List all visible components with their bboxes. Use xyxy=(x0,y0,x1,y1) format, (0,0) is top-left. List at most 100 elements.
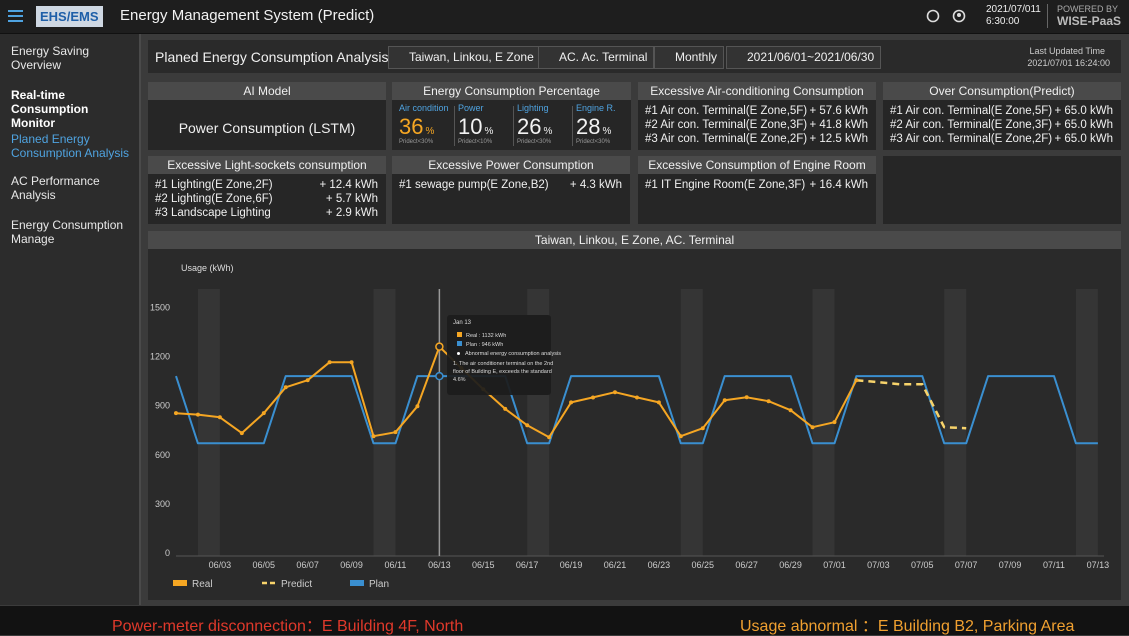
list-card: Excessive Consumption of Engine Room #1 I… xyxy=(638,156,876,224)
tooltip-detail: 1. The air conditioner terminal on the 2… xyxy=(453,361,554,367)
percentage-value-group: 26% xyxy=(517,114,552,140)
footer: Power-meter disconnection：E Building 4F,… xyxy=(0,606,1129,635)
row-value: + 4.3 kWh xyxy=(569,179,622,191)
percentage-name: Lighting xyxy=(517,103,549,113)
divider xyxy=(454,106,455,146)
percentage-name: Air condition xyxy=(399,103,449,113)
percentage-name: Engine R. xyxy=(576,103,616,113)
tooltip-alert-text: Abnormal energy consumption analysis xyxy=(465,351,561,357)
card-title: Excessive Consumption of Engine Room xyxy=(638,156,876,174)
chart-title: Taiwan, Linkou, E Zone, AC. Terminal xyxy=(148,231,1121,249)
tooltip-alert: Abnormal energy consumption analysis xyxy=(457,351,561,357)
list-card: Excessive Power Consumption #1 sewage pum… xyxy=(392,156,630,224)
percentage-note: Pridect<10% xyxy=(458,139,493,145)
bullet xyxy=(457,352,460,355)
row-value: + 5.7 kWh xyxy=(325,193,378,205)
tooltip-detail: floor of Building E, exceeds the standar… xyxy=(453,369,552,375)
ai-model: Power Consumption (LSTM) xyxy=(178,120,356,136)
menu-button[interactable] xyxy=(8,9,24,23)
swatch xyxy=(457,341,462,346)
row-label: #3 Air con. Terminal(E Zone,2F) xyxy=(890,133,1053,145)
row-value: + 12.5 kWh xyxy=(809,133,869,145)
updated-label: Last Updated Time xyxy=(1029,46,1105,56)
menu-item[interactable]: Real-time Consumption Monitor xyxy=(11,88,89,130)
row-label: #1 Lighting(E Zone,2F) xyxy=(155,179,273,191)
header: EHS/EMS Energy Management System (Predic… xyxy=(0,0,1129,34)
toolbar: Planed Energy Consumption Analysis Taiwa… xyxy=(148,40,1121,73)
menu-item[interactable]: AC Performance Analysis xyxy=(11,174,100,202)
menu-item[interactable]: Energy Saving Overview xyxy=(11,44,90,72)
percentage-card: Energy Consumption Percentage Air condit… xyxy=(392,82,631,150)
row-label: #1 sewage pump(E Zone,B2) xyxy=(399,179,549,191)
row-value: + 41.8 kWh xyxy=(809,119,869,131)
row-value: + 2.9 kWh xyxy=(325,207,378,219)
date: 2021/07/011 xyxy=(986,4,1041,15)
row-label: #2 Air con. Terminal(E Zone,3F) xyxy=(645,119,808,131)
logo: EHS/EMS xyxy=(36,6,103,27)
row-value: + 12.4 kWh xyxy=(319,179,379,191)
percentage-value: 36 xyxy=(399,114,424,139)
percentage-unit: % xyxy=(602,126,612,137)
brand: WISE-PaaS xyxy=(1057,14,1122,28)
chart-panel: Taiwan, Linkou, E Zone, AC. Terminal xyxy=(148,231,1121,600)
percentage-value: 10 xyxy=(458,114,483,139)
updated-time: 2021/07/01 16:24:00 xyxy=(1027,58,1110,68)
list-card: Over Consumption(Predict) #1 Air con. Ter… xyxy=(883,82,1121,150)
list-card: Excessive Air-conditioning Consumption #1… xyxy=(638,82,876,150)
row-label: #1 Air con. Terminal(E Zone,5F) xyxy=(890,105,1053,117)
menu-item[interactable]: Energy Consumption Manage xyxy=(11,218,124,246)
header-icons[interactable] xyxy=(926,9,966,25)
card-title: AI Model xyxy=(148,82,386,100)
percentage-note: Pridect<30% xyxy=(517,139,552,145)
alert-usage: Usage abnormal ：E Building B2, Parking A… xyxy=(740,618,1075,635)
row-value: + 16.4 kWh xyxy=(809,179,869,191)
row-value: + 65.0 kWh xyxy=(1054,119,1114,131)
row-label: #3 Landscape Lighting xyxy=(155,207,271,219)
menu-item[interactable]: Planed Energy Consumption Analysis xyxy=(11,132,130,160)
row-label: #2 Lighting(E Zone,6F) xyxy=(155,193,273,205)
tooltip-detail: 4.6% xyxy=(453,377,466,383)
sidebar: Energy Saving Overview Real-time Consumpt… xyxy=(0,34,141,605)
card-title: Excessive Power Consumption xyxy=(392,156,630,174)
time: 6:30:00 xyxy=(986,16,1020,27)
row-label: #3 Air con. Terminal(E Zone,2F) xyxy=(645,133,808,145)
powered-by: POWERED BY xyxy=(1057,4,1119,14)
percentage-value-group: 10% xyxy=(458,114,493,140)
empty-card xyxy=(883,156,1121,224)
alert-disconnection: Power-meter disconnection：E Building 4F,… xyxy=(112,618,464,635)
row-label: #2 Air con. Terminal(E Zone,3F) xyxy=(890,119,1053,131)
date-range[interactable]: 2021/06/01~2021/06/30 xyxy=(726,46,882,69)
percentage-name: Power xyxy=(458,103,484,113)
card-title: Excessive Light-sockets consumption xyxy=(148,156,386,174)
swatch xyxy=(457,332,462,337)
location-filter[interactable]: Taiwan, Linkou, E Zone xyxy=(388,46,541,69)
percentage-note: Pridect<30% xyxy=(399,139,434,145)
row-value: + 65.0 kWh xyxy=(1054,133,1114,145)
tooltip-title: Jan 13 xyxy=(453,320,472,326)
device-filter[interactable]: AC. Ac. Terminal xyxy=(538,46,655,69)
card-title: Excessive Air-conditioning Consumption xyxy=(638,82,876,100)
percentage-value-group: 28% xyxy=(576,114,611,140)
tooltip-real-text: Real : 1132 kWh xyxy=(466,333,507,339)
tooltip-real: Real : 1132 kWh xyxy=(457,332,506,339)
percentage-value-group: 36% xyxy=(399,114,434,140)
ai-model-card: AI Model Power Consumption (LSTM) xyxy=(148,82,386,150)
divider xyxy=(513,106,514,146)
row-label: #1 Air con. Terminal(E Zone,5F) xyxy=(645,105,808,117)
tooltip: Jan 13 Real : 1132 kWh Plan : 946 kWh Ab… xyxy=(447,315,561,395)
tooltip-plan-text: Plan : 946 kWh xyxy=(466,342,504,348)
page-title: Planed Energy Consumption Analysis xyxy=(155,49,389,65)
row-value: + 57.6 kWh xyxy=(809,105,869,117)
card-title: Over Consumption(Predict) xyxy=(883,82,1121,100)
row-value: + 65.0 kWh xyxy=(1054,105,1114,117)
row-label: #1 IT Engine Room(E Zone,3F) xyxy=(645,179,806,191)
list-card: Excessive Light-sockets consumption #1 Li… xyxy=(148,156,386,224)
percentage-unit: % xyxy=(484,126,494,137)
percentage-value: 26 xyxy=(517,114,542,139)
period-filter[interactable]: Monthly xyxy=(654,46,725,69)
percentage-unit: % xyxy=(425,126,435,137)
percentage-note: Pridect<30% xyxy=(576,139,611,145)
app-title: Energy Management System (Predict) xyxy=(120,7,375,24)
percentage-unit: % xyxy=(543,126,553,137)
